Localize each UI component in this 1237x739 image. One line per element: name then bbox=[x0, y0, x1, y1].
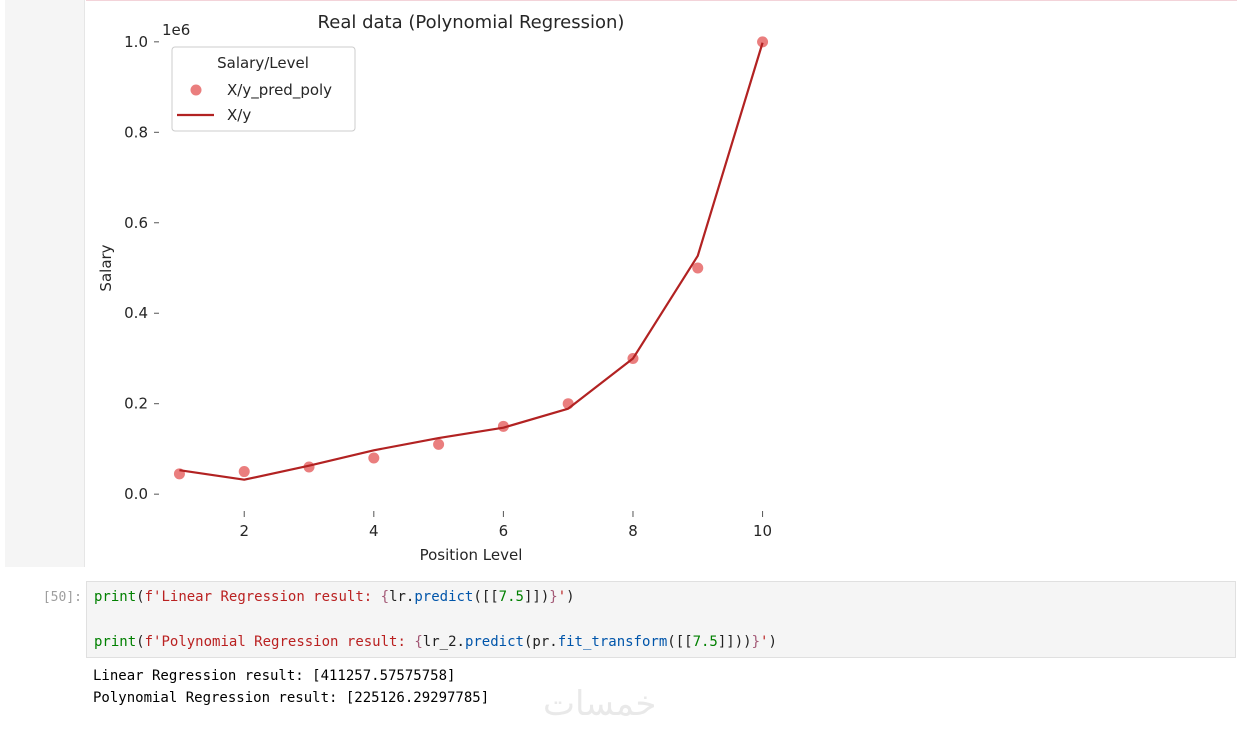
x-tick-label: 2 bbox=[239, 522, 249, 540]
y-tick-label: 0.2 bbox=[124, 395, 148, 413]
y-offset-label: 1e6 bbox=[162, 21, 190, 39]
y-axis-label: Salary bbox=[97, 244, 115, 291]
code-token: pr bbox=[532, 634, 550, 650]
code-token: ]] bbox=[523, 589, 541, 605]
scatter-point bbox=[692, 262, 704, 274]
code-token: ( bbox=[473, 589, 482, 605]
chart-title: Real data (Polynomial Regression) bbox=[318, 12, 625, 33]
x-tick-label: 4 bbox=[369, 522, 379, 540]
output-line-1: Linear Regression result: [411257.575757… bbox=[93, 668, 456, 684]
code-token: print bbox=[94, 589, 137, 605]
legend-label-scatter: X/y_pred_poly bbox=[227, 81, 332, 100]
watermark-logo: خمسات bbox=[543, 684, 657, 724]
code-token: ) bbox=[768, 634, 777, 650]
output-line-2: Polynomial Regression result: [225126.29… bbox=[93, 690, 490, 706]
code-token: ( bbox=[136, 589, 145, 605]
y-tick-label: 0.4 bbox=[124, 304, 148, 322]
code-token: ( bbox=[523, 634, 533, 650]
code-token: . bbox=[456, 634, 465, 650]
code-cell-prompt: [50]: bbox=[42, 590, 82, 605]
scatter-point bbox=[757, 36, 769, 48]
scatter-point bbox=[368, 452, 380, 464]
code-token: 7.5 bbox=[692, 634, 718, 650]
code-token: ( bbox=[136, 634, 145, 650]
code-token: [[ bbox=[675, 634, 693, 650]
y-tick-label: 0.0 bbox=[124, 485, 148, 503]
code-token: ' bbox=[153, 589, 162, 605]
legend-marker-scatter bbox=[190, 84, 202, 96]
y-tick-label: 1.0 bbox=[124, 33, 148, 51]
code-token: f bbox=[144, 589, 154, 605]
code-line-2[interactable]: print(f'Polynomial Regression result: {l… bbox=[94, 634, 777, 650]
code-line-1[interactable]: print(f'Linear Regression result: {lr.pr… bbox=[94, 589, 575, 605]
series-line bbox=[179, 42, 764, 481]
code-token: ) bbox=[743, 634, 752, 650]
code-token: f bbox=[144, 634, 154, 650]
code-token: [[ bbox=[481, 589, 499, 605]
code-token: Linear Regression result: bbox=[161, 589, 381, 605]
code-token: lr bbox=[389, 589, 406, 605]
code-token: predict bbox=[414, 589, 474, 605]
scatter-point bbox=[433, 438, 445, 450]
code-token: fit_transform bbox=[557, 634, 668, 650]
plot-output: Real data (Polynomial Regression) 1e6 0.0 0… bbox=[86, 1, 1237, 567]
code-token: ' bbox=[760, 634, 769, 650]
x-axis-label: Position Level bbox=[420, 546, 523, 564]
code-token: ) bbox=[566, 589, 575, 605]
code-token: } bbox=[549, 589, 558, 605]
code-token: ( bbox=[667, 634, 676, 650]
code-token: { bbox=[414, 634, 423, 650]
y-tick-label: 0.6 bbox=[124, 214, 148, 232]
x-tick-label: 10 bbox=[753, 522, 772, 540]
code-token: ) bbox=[540, 589, 550, 605]
code-cell[interactable]: print(f'Linear Regression result: {lr.pr… bbox=[86, 581, 1236, 658]
code-token: ' bbox=[557, 589, 567, 605]
code-token: . bbox=[549, 634, 558, 650]
code-token: ' bbox=[153, 634, 162, 650]
code-token: } bbox=[751, 634, 761, 650]
code-token: ) bbox=[734, 634, 744, 650]
code-token: ]] bbox=[717, 634, 735, 650]
code-token: print bbox=[94, 634, 137, 650]
scatter-point bbox=[238, 466, 250, 478]
code-token: Polynomial Regression result: bbox=[161, 634, 415, 650]
code-token: . bbox=[405, 589, 415, 605]
code-token: 7.5 bbox=[498, 589, 524, 605]
code-token: lr_2 bbox=[422, 634, 457, 650]
x-tick-label: 6 bbox=[499, 522, 509, 540]
code-token: predict bbox=[464, 634, 524, 650]
y-tick-label: 0.8 bbox=[124, 123, 148, 141]
cell-divider bbox=[86, 0, 1237, 1]
legend-label-line: X/y bbox=[227, 106, 251, 124]
output-prompt-area bbox=[5, 0, 85, 567]
legend-box bbox=[171, 46, 356, 132]
code-token: { bbox=[380, 589, 390, 605]
chart: Real data (Polynomial Regression) 1e6 0.0 0… bbox=[97, 12, 772, 564]
x-tick-label: 8 bbox=[628, 522, 638, 540]
legend-title: Salary/Level bbox=[217, 54, 309, 72]
